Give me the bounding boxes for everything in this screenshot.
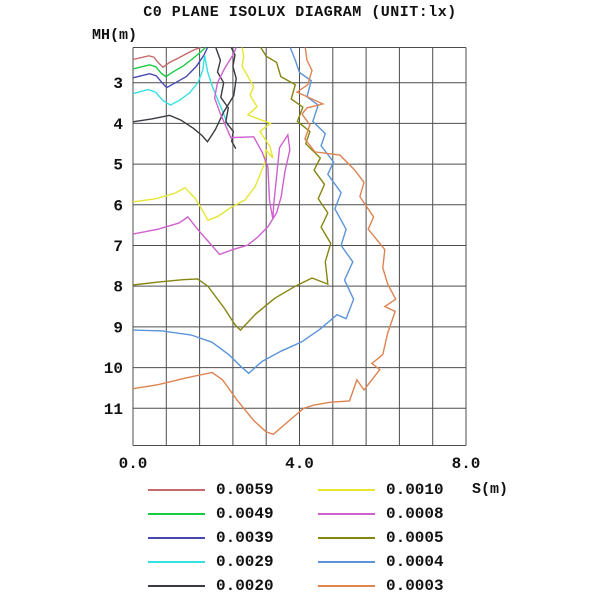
isolux-contour-0.0049 — [132, 46, 206, 78]
x-tick-label: 0.0 — [119, 455, 148, 473]
legend-swatch — [318, 561, 375, 563]
isolux-contour-0.0020 — [132, 47, 237, 143]
x-tick-label: 4.0 — [285, 455, 314, 473]
legend-item: 0.0003 — [318, 574, 444, 598]
isolux-contour-0.0005 — [132, 47, 332, 332]
y-tick-label: 7 — [113, 238, 123, 256]
legend-swatch — [318, 489, 375, 491]
y-tick-label: 11 — [104, 401, 123, 419]
isolux-contour-0.0003 — [132, 47, 397, 436]
isolux-contour-0.0020 — [215, 47, 237, 149]
legend-value: 0.0010 — [386, 481, 444, 499]
isolux-contour-0.0010 — [132, 47, 274, 222]
y-tick-label: 9 — [113, 319, 123, 337]
y-tick-label: 6 — [113, 197, 123, 215]
legend-value: 0.0005 — [386, 529, 444, 547]
legend-column-2: 0.0010 0.0008 0.0005 0.0004 0.0003 — [318, 478, 444, 598]
legend-swatch — [148, 585, 205, 587]
x-axis-label: S(m) — [472, 481, 509, 498]
legend-item: 0.0008 — [318, 502, 444, 526]
legend-swatch — [318, 585, 375, 587]
legend-value: 0.0049 — [216, 505, 274, 523]
legend-swatch — [148, 561, 205, 563]
legend-value: 0.0004 — [386, 553, 444, 571]
isolux-contour-0.0008 — [132, 47, 291, 256]
legend-swatch — [148, 537, 205, 539]
isolux-contour-0.0059 — [132, 46, 202, 69]
legend-swatch — [318, 513, 375, 515]
isolux-contour-0.0039 — [132, 47, 209, 89]
legend-value: 0.0008 — [386, 505, 444, 523]
y-axis-label: MH(m) — [92, 27, 138, 44]
legend-item: 0.0004 — [318, 550, 444, 574]
y-tick-label: 3 — [113, 75, 123, 93]
legend-item: 0.0039 — [148, 526, 274, 550]
legend-value: 0.0039 — [216, 529, 274, 547]
y-tick-label: 8 — [113, 279, 123, 297]
legend-value: 0.0029 — [216, 553, 274, 571]
legend-swatch — [318, 537, 375, 539]
legend-item: 0.0059 — [148, 478, 274, 502]
legend-item: 0.0020 — [148, 574, 274, 598]
legend-item: 0.0010 — [318, 478, 444, 502]
legend-column-1: 0.0059 0.0049 0.0039 0.0029 0.0020 — [148, 478, 274, 598]
legend-item: 0.0005 — [318, 526, 444, 550]
legend-value: 0.0020 — [216, 577, 274, 595]
legend-value: 0.0059 — [216, 481, 274, 499]
page-title: C0 PLANE ISOLUX DIAGRAM (UNIT:lx) — [143, 4, 457, 21]
legend-item: 0.0049 — [148, 502, 274, 526]
x-tick-label: 8.0 — [452, 455, 481, 473]
y-tick-label: 4 — [113, 116, 123, 134]
y-tick-label: 5 — [113, 157, 123, 175]
legend-item: 0.0029 — [148, 550, 274, 574]
legend-swatch — [148, 513, 205, 515]
y-tick-label: 10 — [104, 360, 123, 378]
legend-swatch — [148, 489, 205, 491]
legend-value: 0.0003 — [386, 577, 444, 595]
